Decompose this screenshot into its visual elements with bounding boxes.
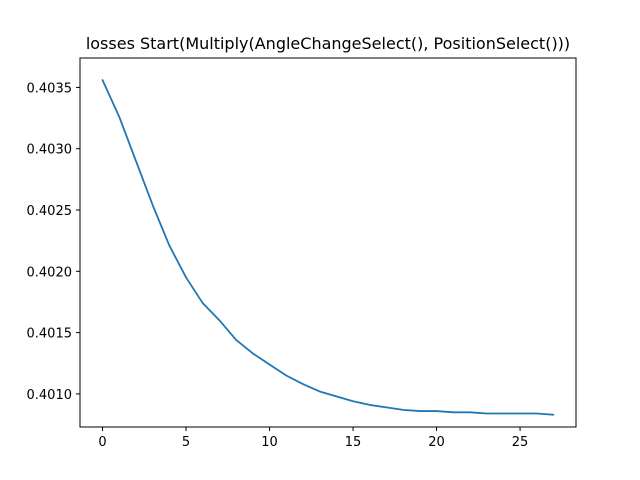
plot-frame [79, 57, 577, 428]
y-tick-label: 0.4025 [27, 204, 73, 219]
y-tick-label: 0.4035 [27, 81, 73, 96]
x-tick-label: 20 [428, 435, 445, 450]
y-tick-label: 0.4015 [27, 327, 73, 342]
y-tick-label: 0.4030 [27, 143, 73, 158]
y-tick-label: 0.4010 [27, 388, 73, 403]
plot-marks [101, 79, 555, 416]
x-tick-label: 0 [98, 435, 106, 450]
y-axis: 0.4010 0.4015 0.4020 0.4025 0.4030 0.4035 [27, 81, 80, 403]
x-axis: 0 5 10 15 20 25 [98, 427, 528, 450]
x-tick-label: 25 [512, 435, 529, 450]
x-tick-label: 10 [261, 435, 278, 450]
x-tick-label: 5 [182, 435, 190, 450]
x-tick-label: 15 [345, 435, 362, 450]
chart-title: losses Start(Multiply(AngleChangeSelect(… [86, 34, 570, 53]
y-tick-label: 0.4020 [27, 265, 73, 280]
series-line-0 [101, 79, 555, 416]
